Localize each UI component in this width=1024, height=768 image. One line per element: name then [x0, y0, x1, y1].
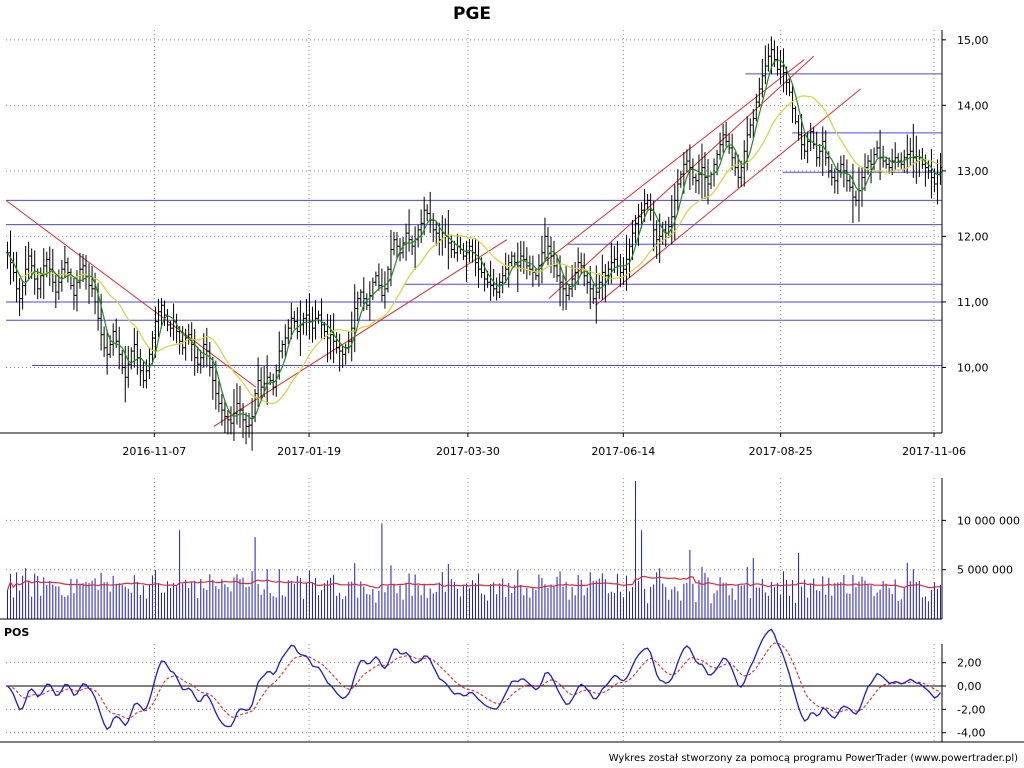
date-tick-label: 2017-11-06 — [902, 445, 966, 458]
volume-tick-label: 10 000 000 — [957, 514, 1020, 527]
pos-line — [7, 628, 942, 731]
date-tick-label: 2017-08-25 — [749, 445, 813, 458]
moving-average-short — [6, 59, 941, 421]
price-tick-label: 14,00 — [957, 99, 989, 112]
pos-oscillator — [6, 628, 942, 731]
price-tick-label: 15,00 — [957, 34, 989, 47]
moving-average-long — [6, 95, 941, 405]
volume-moving-average — [6, 575, 941, 591]
support-resistance-lines — [6, 73, 942, 367]
pos-signal-line — [7, 642, 941, 720]
axes-frame — [0, 30, 1024, 743]
volume-tick-label: 5 000 000 — [957, 564, 1013, 577]
pos-tick-label: -2,00 — [957, 703, 985, 716]
price-tick-label: 12,00 — [957, 230, 989, 243]
trend-line — [539, 59, 805, 267]
ohlc-series — [5, 36, 943, 451]
chart-title: PGE — [453, 4, 491, 24]
pos-panel-label: POS — [4, 626, 29, 639]
price-tick-label: 11,00 — [957, 296, 989, 309]
moving-averages — [6, 59, 941, 421]
footer-credit: Wykres został stworzony za pomocą progra… — [609, 753, 1018, 764]
tick-labels: 10,00 11,00 12,00 13,00 14,00 15,00 5 000 000 1… — [122, 34, 1020, 740]
volume-average — [6, 575, 941, 591]
trend-line — [5, 199, 257, 388]
date-tick-label: 2016-11-07 — [122, 445, 186, 458]
pos-tick-label: 0,00 — [957, 680, 982, 693]
date-tick-label: 2017-01-19 — [277, 445, 341, 458]
pos-tick-label: 2,00 — [957, 657, 982, 670]
price-tick-label: 10,00 — [957, 361, 989, 374]
volume-bars — [7, 480, 941, 619]
date-tick-label: 2017-06-14 — [591, 445, 655, 458]
date-tick-label: 2017-03-30 — [436, 445, 500, 458]
price-tick-label: 13,00 — [957, 165, 989, 178]
trend-line — [595, 88, 861, 306]
pos-tick-label: -4,00 — [957, 727, 985, 740]
